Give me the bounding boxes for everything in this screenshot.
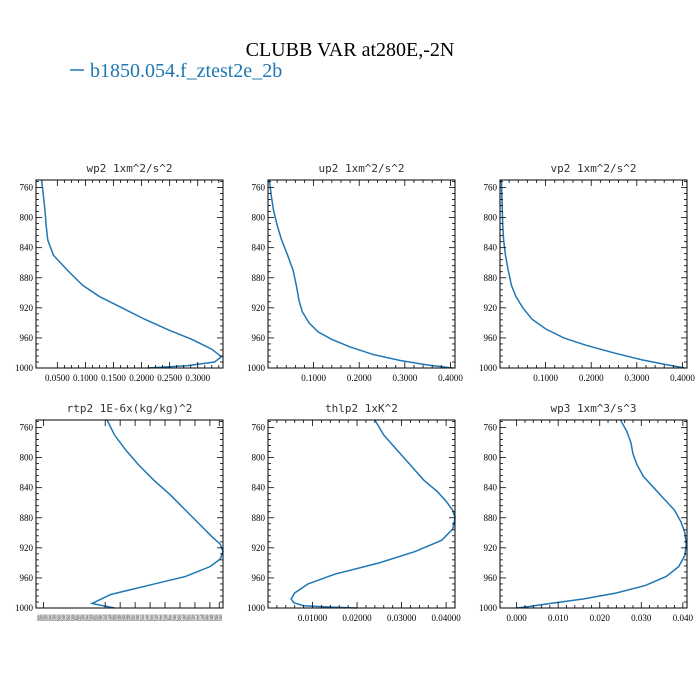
panel-title: up2 1xm^2/s^2 [318, 162, 404, 175]
y-tick-label: 840 [252, 483, 266, 493]
y-tick-label: 800 [484, 213, 498, 223]
y-tick-label: 920 [252, 303, 266, 313]
series-line [268, 179, 453, 369]
plot-frame [499, 179, 688, 369]
y-tick-label: 1000 [479, 363, 498, 373]
x-tick-label: 0.010 [548, 613, 569, 623]
x-tick-label: 0.3000 [624, 373, 649, 383]
y-tick-label: 880 [252, 273, 266, 283]
chart-panel-1: wp2 1xm^2/s^2 760 800 840 880 920 960 1000 0.050… [15, 162, 224, 383]
plot-frame [35, 179, 224, 369]
y-tick-label: 1000 [15, 603, 34, 613]
y-tick-label: 1000 [15, 363, 34, 373]
x-tick-label: 0.2500 [157, 373, 182, 383]
y-tick-label: 1000 [247, 363, 266, 373]
y-tick-label: 880 [20, 273, 34, 283]
x-tick-label: 0.2000 [129, 373, 154, 383]
x-tick-label: 0.3000 [392, 373, 417, 383]
y-tick-label: 840 [20, 243, 34, 253]
x-tick-label: 0.004990.009990.014990.019990.024990.029… [37, 613, 222, 623]
x-tick-label: 0.2000 [347, 373, 372, 383]
plot-frame [35, 419, 224, 609]
y-tick-label: 800 [20, 213, 34, 223]
y-tick-label: 1000 [479, 603, 498, 613]
y-tick-label: 880 [484, 273, 498, 283]
y-tick-label: 960 [252, 573, 266, 583]
series-line [516, 419, 687, 609]
y-tick-label: 920 [484, 543, 498, 553]
y-tick-label: 960 [484, 333, 498, 343]
y-tick-label: 760 [20, 183, 34, 193]
y-tick-label: 960 [20, 333, 34, 343]
y-tick-label: 840 [252, 243, 266, 253]
y-tick-label: 800 [484, 453, 498, 463]
series-line [40, 179, 223, 369]
x-tick-label: 0.1000 [73, 373, 98, 383]
panel-title: rtp2 1E-6x(kg/kg)^2 [67, 402, 193, 415]
x-tick-label: 0.01000 [298, 613, 328, 623]
x-tick-label: 0.1000 [301, 373, 326, 383]
plot-frame [267, 179, 456, 369]
y-tick-label: 960 [484, 573, 498, 583]
y-tick-label: 840 [484, 243, 498, 253]
y-tick-label: 760 [484, 423, 498, 433]
legend-label: b1850.054.f_ztest2e_2b [90, 60, 282, 82]
y-tick-label: 840 [484, 483, 498, 493]
y-tick-label: 960 [20, 573, 34, 583]
figure-title: CLUBB VAR at280E,-2N [246, 39, 455, 61]
series-line [89, 419, 224, 609]
series-line [500, 179, 685, 369]
panel-title: vp2 1xm^2/s^2 [550, 162, 636, 175]
chart-panel-4: rtp2 1E-6x(kg/kg)^2 760 800 840 880 920 960 100… [15, 402, 224, 623]
series-line [290, 419, 456, 609]
x-tick-label: 0.030 [631, 613, 652, 623]
y-tick-label: 920 [484, 303, 498, 313]
x-tick-label: 0.0500 [45, 373, 70, 383]
x-tick-label: 0.1500 [101, 373, 126, 383]
y-tick-label: 1000 [247, 603, 266, 613]
plot-frame [499, 419, 688, 609]
chart-panel-6: wp3 1xm^3/s^3 760 800 840 880 920 960 1000 0.000… [479, 402, 693, 623]
y-tick-label: 840 [20, 483, 34, 493]
x-tick-label: 0.020 [590, 613, 611, 623]
panel-title: wp2 1xm^2/s^2 [86, 162, 172, 175]
y-tick-label: 760 [20, 423, 34, 433]
panel-title: wp3 1xm^3/s^3 [550, 402, 636, 415]
y-tick-label: 800 [252, 213, 266, 223]
y-tick-label: 880 [484, 513, 498, 523]
panel-grid: wp2 1xm^2/s^2 760 800 840 880 920 960 1000 0.050… [15, 162, 695, 623]
y-tick-label: 960 [252, 333, 266, 343]
chart-panel-3: vp2 1xm^2/s^2 760 800 840 880 920 960 1000 0.100… [479, 162, 695, 383]
chart-panel-2: up2 1xm^2/s^2 760 800 840 880 920 960 1000 0.100… [247, 162, 463, 383]
y-tick-label: 800 [20, 453, 34, 463]
panel-title: thlp2 1xK^2 [325, 402, 398, 415]
x-tick-label: 0.040 [673, 613, 694, 623]
y-tick-label: 920 [252, 543, 266, 553]
chart-panel-5: thlp2 1xK^2 760 800 840 880 920 960 1000 0.01000… [247, 402, 461, 623]
y-tick-label: 760 [484, 183, 498, 193]
legend: b1850.054.f_ztest2e_2b [70, 60, 282, 82]
x-tick-label: 0.03000 [387, 613, 417, 623]
x-tick-label: 0.2000 [579, 373, 604, 383]
x-tick-label: 0.1000 [533, 373, 558, 383]
y-tick-label: 880 [20, 513, 34, 523]
x-tick-label: 0.000 [506, 613, 527, 623]
y-tick-label: 920 [20, 303, 34, 313]
x-tick-label: 0.04000 [431, 613, 461, 623]
y-tick-label: 920 [20, 543, 34, 553]
x-tick-label: 0.4000 [438, 373, 463, 383]
y-tick-label: 880 [252, 513, 266, 523]
y-tick-label: 760 [252, 183, 266, 193]
x-tick-label: 0.4000 [670, 373, 695, 383]
y-tick-label: 800 [252, 453, 266, 463]
x-tick-label: 0.02000 [342, 613, 372, 623]
x-tick-label: 0.3000 [185, 373, 210, 383]
y-tick-label: 760 [252, 423, 266, 433]
plot-frame [267, 419, 456, 609]
